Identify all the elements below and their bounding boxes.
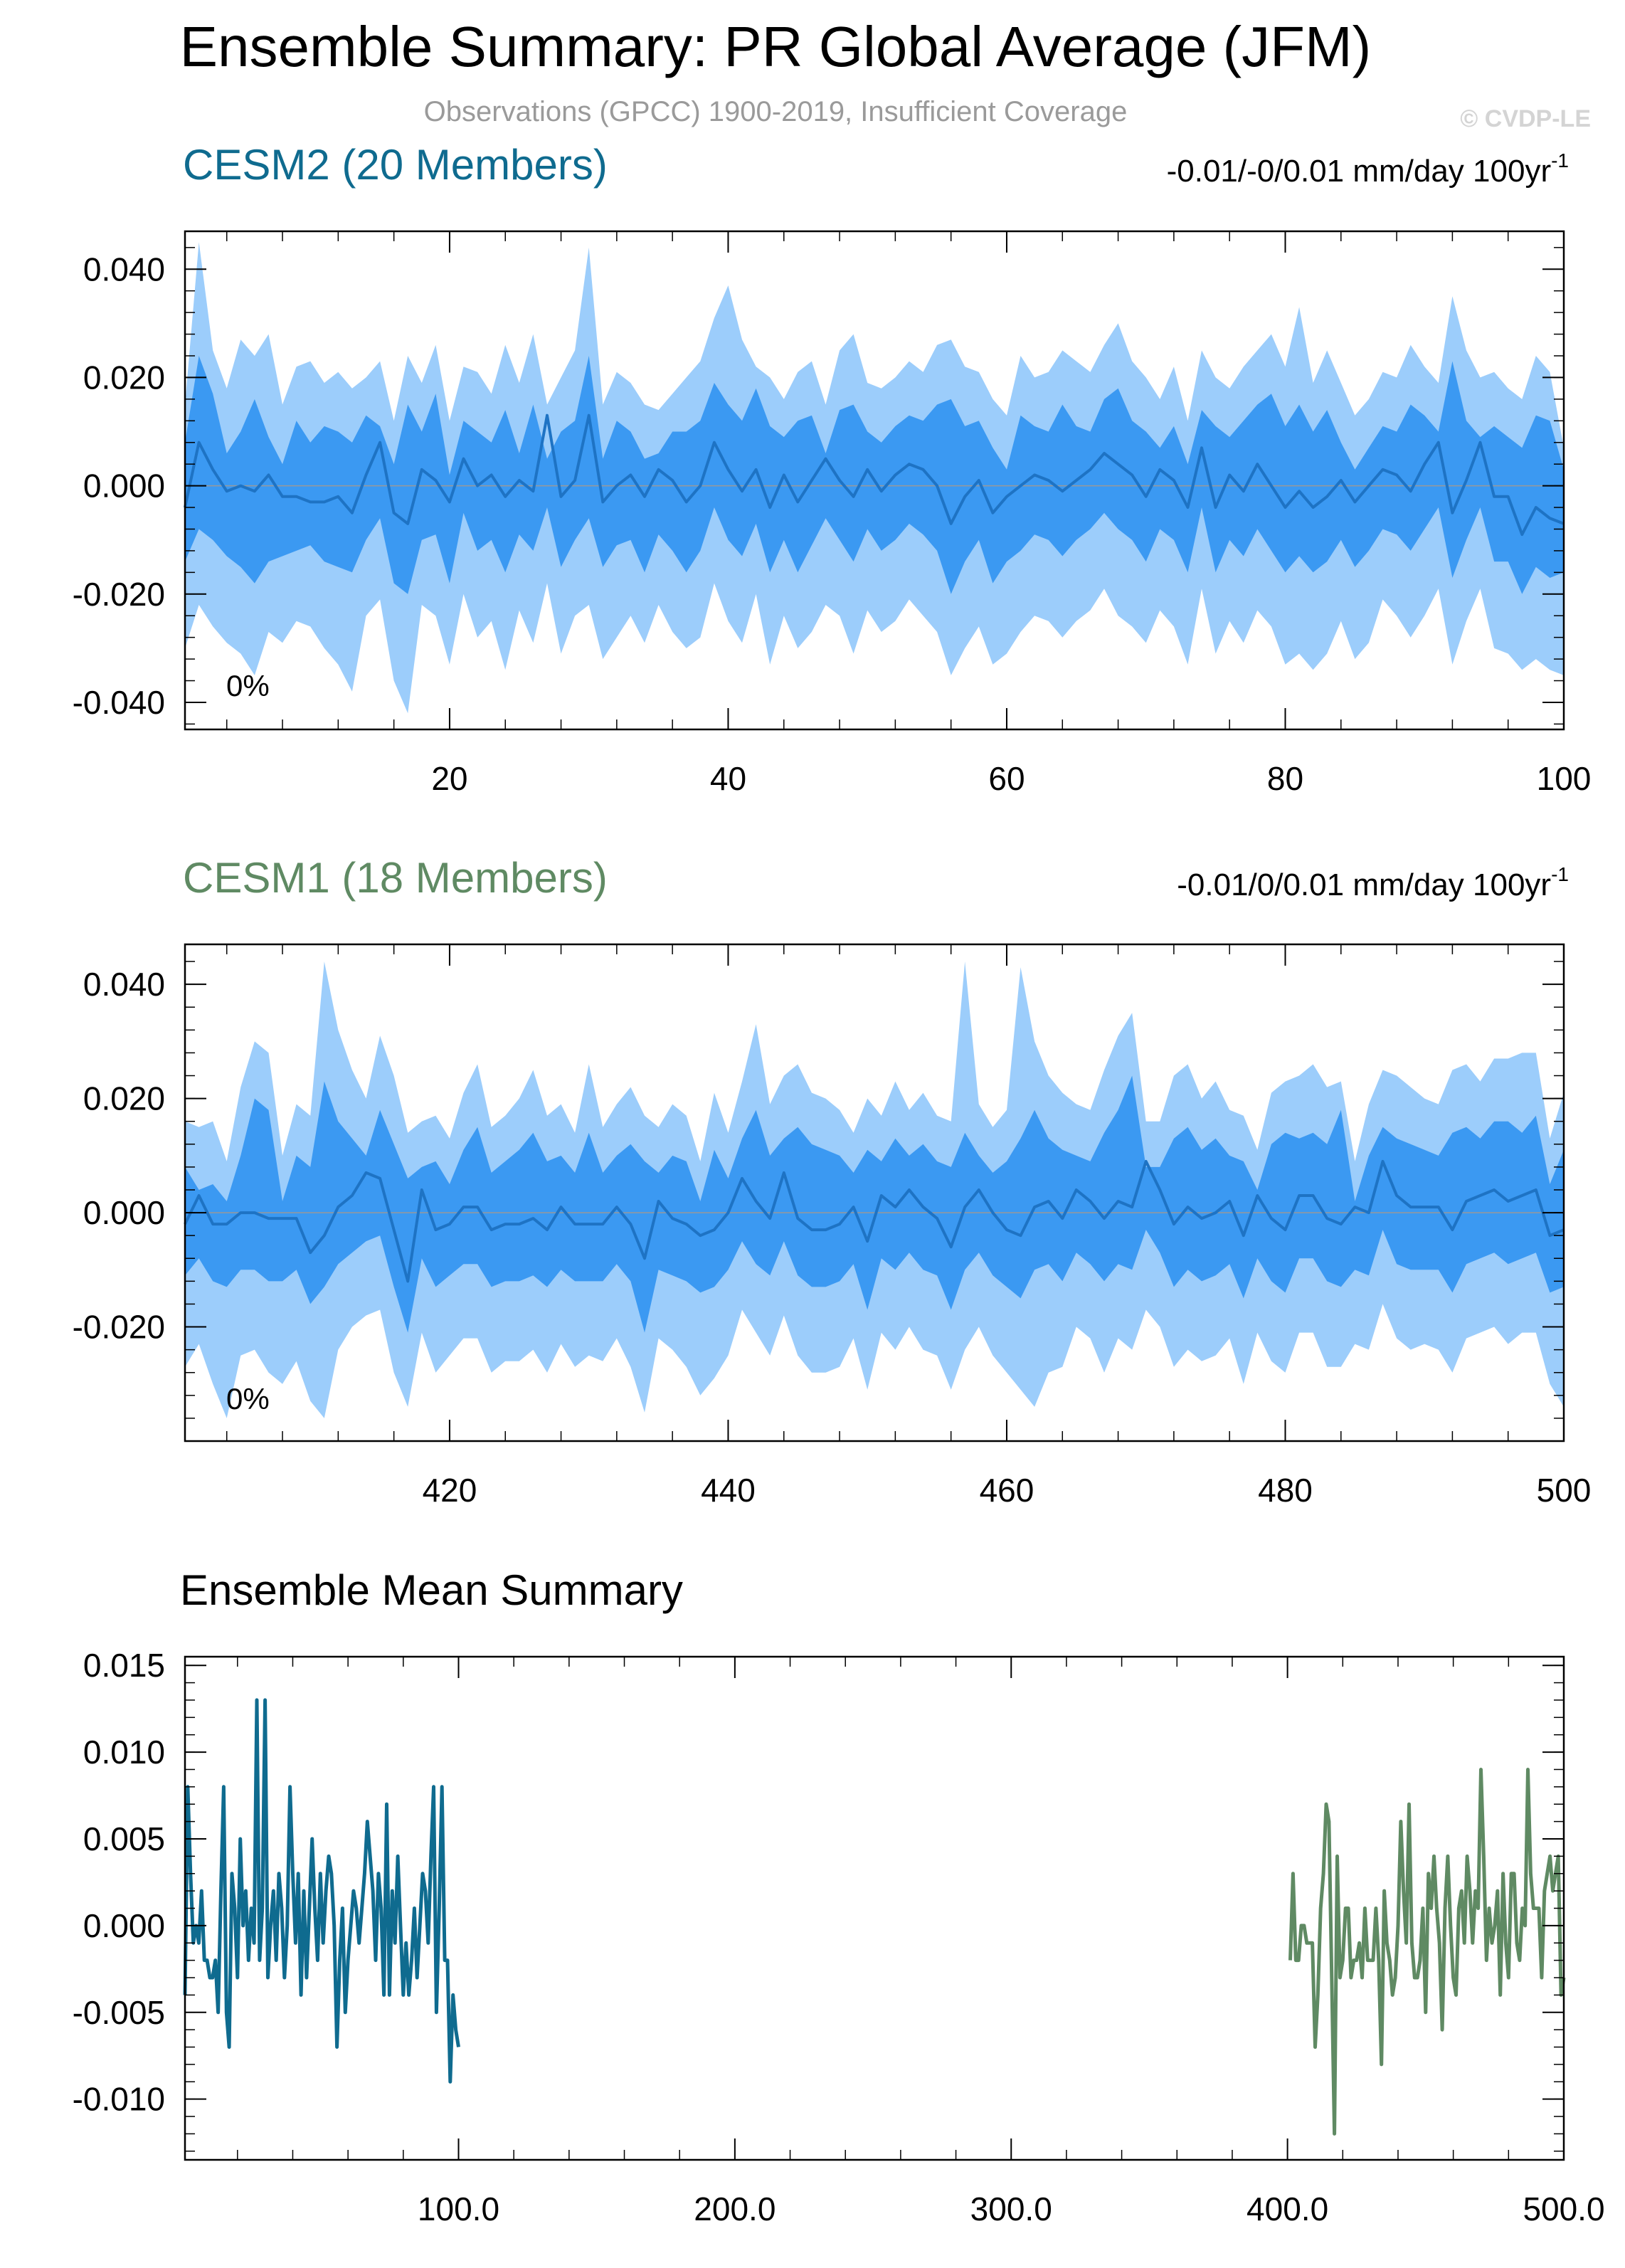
- mean-xtick-label: 200.0: [694, 2190, 776, 2227]
- cesm1-mean-series-line: [1288, 1768, 1566, 2136]
- cesm2-trend-text: -0.01/-0/0.01 mm/day 100yr: [1167, 154, 1551, 189]
- cesm2-plot-frame: [184, 230, 1565, 731]
- cesm2-trend-sup: -1: [1551, 149, 1569, 172]
- mean-ytick-label: 0.005: [83, 1820, 165, 1857]
- cesm1-panel-title: CESM1 (18 Members): [183, 854, 608, 902]
- cesm2-panel-title: CESM2 (20 Members): [183, 141, 608, 189]
- figure-title: Ensemble Summary: PR Global Average (JFM…: [180, 15, 1372, 78]
- mean-ytick-label: 0.015: [83, 1647, 165, 1684]
- cesm1-xtick-label: 480: [1258, 1472, 1313, 1509]
- mean-ytick-label: 0.010: [83, 1734, 165, 1771]
- mean-xtick-label: 500.0: [1523, 2190, 1604, 2227]
- cesm1-plot-frame: [184, 943, 1565, 1442]
- cesm2-xtick-label: 100: [1537, 760, 1592, 797]
- cesm2-ytick-label: -0.020: [73, 576, 165, 613]
- cesm1-panel: CESM1 (18 Members) -0.01/0/0.01 mm/day 1…: [73, 854, 1592, 1509]
- cesm2-mean-series-line: [183, 1698, 460, 2084]
- ensemble-mean-panel: Ensemble Mean Summary -0.010 -0.005 0.000 0…: [73, 1566, 1605, 2227]
- cesm1-ytick-label: -0.020: [73, 1309, 165, 1346]
- mean-ytick-label: 0.000: [83, 1907, 165, 1944]
- cesm1-xtick-label: 460: [980, 1472, 1034, 1509]
- mean-xtick-label: 100.0: [418, 2190, 499, 2227]
- cesm1-xtick-label: 500: [1537, 1472, 1592, 1509]
- cesm2-xtick-label: 40: [710, 760, 746, 797]
- cesm2-ytick-label: -0.040: [73, 684, 165, 721]
- cesm2-panel: CESM2 (20 Members) -0.01/-0/0.01 mm/day …: [73, 141, 1592, 797]
- cesm1-ytick-label: 0.040: [83, 966, 165, 1003]
- cesm2-ytick-label: 0.000: [83, 468, 165, 505]
- cesm2-ytick-label: 0.020: [83, 359, 165, 396]
- ensemble-mean-panel-title: Ensemble Mean Summary: [180, 1566, 683, 1614]
- cesm1-ytick-label: 0.020: [83, 1080, 165, 1117]
- cesm1-plot-area: [184, 961, 1565, 1418]
- cesm1-trend-sup: -1: [1551, 863, 1569, 885]
- cesm1-xtick-label: 420: [423, 1472, 477, 1509]
- mean-xtick-label: 400.0: [1246, 2190, 1328, 2227]
- cesm1-ensemble-mean-line: [184, 1159, 1565, 1283]
- cesm2-ytick-label: 0.040: [83, 250, 165, 288]
- cesm2-xtick-label: 80: [1267, 760, 1303, 797]
- cesm2-plot-area: [184, 242, 1565, 714]
- cesm2-iqr-band: [185, 356, 1564, 594]
- watermark: © CVDP-LE: [1460, 105, 1591, 132]
- figure-subtitle: Observations (GPCC) 1900-2019, Insuffici…: [424, 96, 1128, 127]
- cesm1-iqr-band: [185, 1075, 1564, 1333]
- cesm1-xtick-label: 440: [701, 1472, 756, 1509]
- cesm1-trend-text: -0.01/0/0.01 mm/day 100yr: [1177, 867, 1551, 902]
- cesm2-ensemble-mean-line: [184, 413, 1565, 537]
- cesm2-trend-label: -0.01/-0/0.01 mm/day 100yr-1: [1167, 149, 1569, 189]
- cesm1-percent-label: 0%: [226, 1382, 270, 1415]
- cesm2-percent-label: 0%: [226, 669, 270, 702]
- cesm2-xtick-label: 20: [431, 760, 467, 797]
- mean-ytick-label: -0.005: [73, 1994, 165, 2031]
- cesm1-trend-label: -0.01/0/0.01 mm/day 100yr-1: [1177, 863, 1569, 902]
- cesm1-ytick-label: 0.000: [83, 1194, 165, 1231]
- mean-ytick-label: -0.010: [73, 2081, 165, 2118]
- mean-xtick-label: 300.0: [970, 2190, 1052, 2227]
- cesm2-xtick-label: 60: [988, 760, 1025, 797]
